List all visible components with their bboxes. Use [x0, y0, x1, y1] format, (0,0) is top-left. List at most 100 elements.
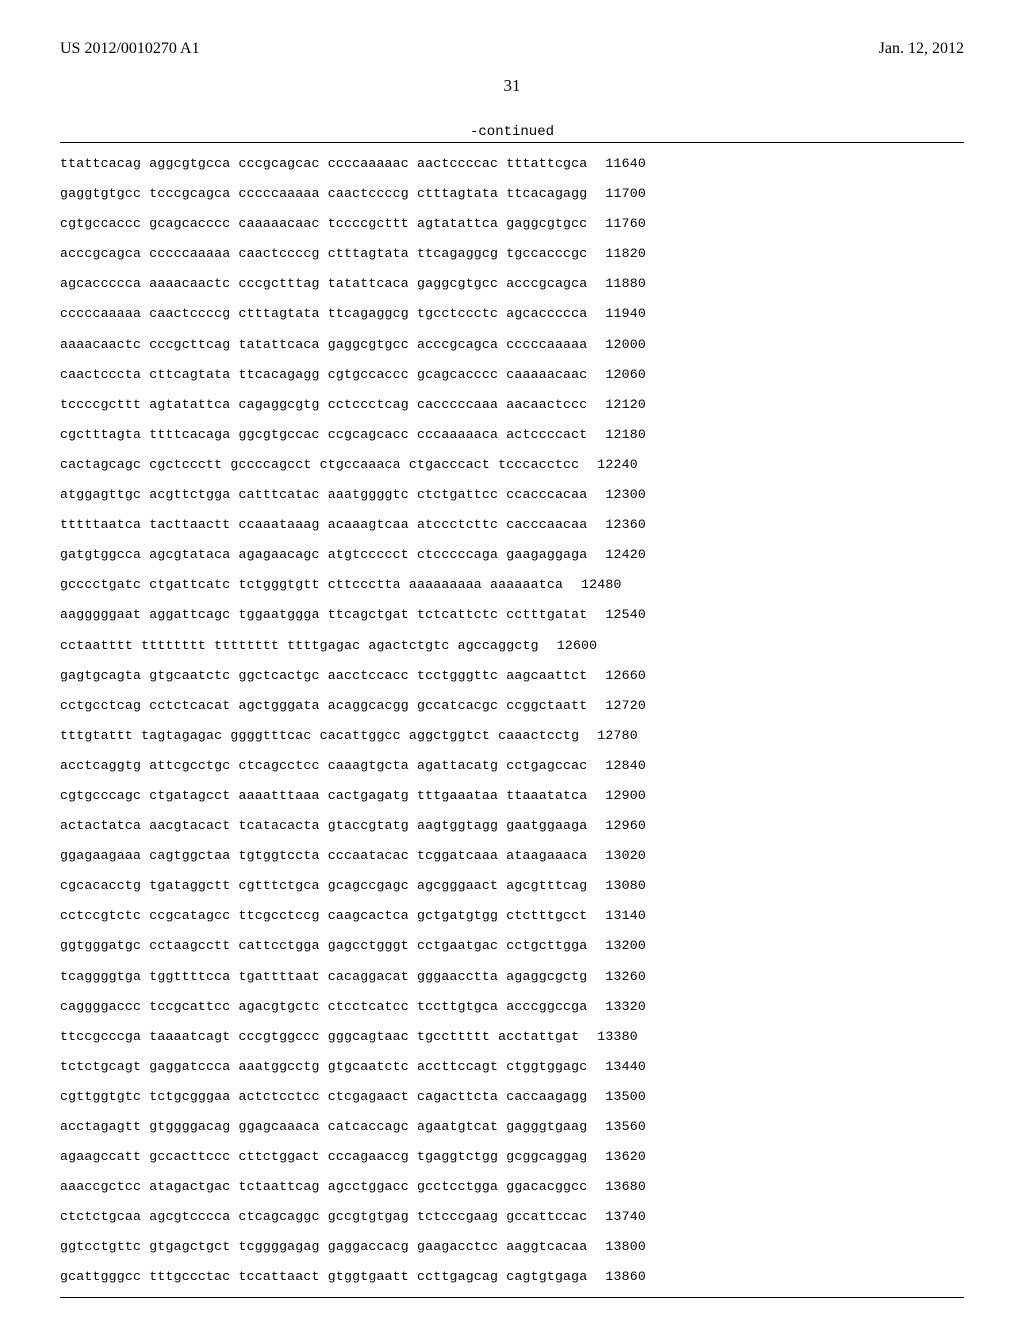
sequence-row: agcaccccca aaaacaactc cccgctttag tatattc… [60, 269, 964, 299]
sequence-row: agaagccatt gccacttccc cttctggact cccagaa… [60, 1142, 964, 1172]
sequence-row: cgttggtgtc tctgcgggaa actctcctcc ctcgaga… [60, 1082, 964, 1112]
sequence-text: ggtgggatgc cctaagcctt cattcctgga gagcctg… [60, 931, 587, 961]
sequence-position: 13500 [605, 1082, 646, 1112]
sequence-listing: ttattcacag aggcgtgcca cccgcagcac ccccaaa… [60, 149, 964, 1293]
sequence-text: aagggggaat aggattcagc tggaatggga ttcagct… [60, 600, 587, 630]
sequence-text: cactagcagc cgctccctt gccccagcct ctgccaaa… [60, 450, 579, 480]
sequence-row: aaaccgctcc atagactgac tctaattcag agcctgg… [60, 1172, 964, 1202]
sequence-position: 12300 [605, 480, 646, 510]
sequence-row: cgtgcccagc ctgatagcct aaaatttaaa cactgag… [60, 781, 964, 811]
sequence-row: cgctttagta ttttcacaga ggcgtgccac ccgcagc… [60, 420, 964, 450]
sequence-text: ggtcctgttc gtgagctgct tcggggagag gaggacc… [60, 1232, 587, 1262]
sequence-row: caactcccta cttcagtata ttcacagagg cgtgcca… [60, 360, 964, 390]
sequence-text: acccgcagca cccccaaaaa caactccccg ctttagt… [60, 239, 587, 269]
sequence-text: tttttaatca tacttaactt ccaaataaag acaaagt… [60, 510, 587, 540]
sequence-row: gagtgcagta gtgcaatctc ggctcactgc aacctcc… [60, 661, 964, 691]
sequence-position: 13860 [605, 1262, 646, 1292]
sequence-row: actactatca aacgtacact tcatacacta gtaccgt… [60, 811, 964, 841]
sequence-position: 11880 [605, 269, 646, 299]
sequence-row: cgcacacctg tgataggctt cgtttctgca gcagccg… [60, 871, 964, 901]
rule-top [60, 142, 964, 143]
sequence-row: cctaatttt tttttttt tttttttt ttttgagac ag… [60, 631, 964, 661]
sequence-text: aaaccgctcc atagactgac tctaattcag agcctgg… [60, 1172, 587, 1202]
sequence-row: aagggggaat aggattcagc tggaatggga ttcagct… [60, 600, 964, 630]
sequence-row: tctctgcagt gaggatccca aaatggcctg gtgcaat… [60, 1052, 964, 1082]
sequence-text: atggagttgc acgttctgga catttcatac aaatggg… [60, 480, 587, 510]
sequence-position: 13320 [605, 992, 646, 1022]
sequence-text: actactatca aacgtacact tcatacacta gtaccgt… [60, 811, 587, 841]
sequence-row: gatgtggcca agcgtataca agagaacagc atgtccc… [60, 540, 964, 570]
sequence-row: gcccctgatc ctgattcatc tctgggtgtt cttccct… [60, 570, 964, 600]
sequence-text: cgtgccaccc gcagcacccc caaaaacaac tccccgc… [60, 209, 587, 239]
sequence-row: ggtgggatgc cctaagcctt cattcctgga gagcctg… [60, 931, 964, 961]
sequence-row: ggagaagaaa cagtggctaa tgtggtccta cccaata… [60, 841, 964, 871]
sequence-position: 12660 [605, 661, 646, 691]
sequence-position: 13440 [605, 1052, 646, 1082]
sequence-text: ttccgcccga taaaatcagt cccgtggccc gggcagt… [60, 1022, 579, 1052]
sequence-row: acctcaggtg attcgcctgc ctcagcctcc caaagtg… [60, 751, 964, 781]
sequence-row: caggggaccc tccgcattcc agacgtgctc ctcctca… [60, 992, 964, 1022]
sequence-position: 11700 [605, 179, 646, 209]
sequence-text: aaaacaactc cccgcttcag tatattcaca gaggcgt… [60, 330, 587, 360]
sequence-position: 13680 [605, 1172, 646, 1202]
sequence-text: cctaatttt tttttttt tttttttt ttttgagac ag… [60, 631, 539, 661]
sequence-row: cccccaaaaa caactccccg ctttagtata ttcagag… [60, 299, 964, 329]
sequence-text: tccccgcttt agtatattca cagaggcgtg cctccct… [60, 390, 587, 420]
sequence-row: tttgtattt tagtagagac ggggtttcac cacattgg… [60, 721, 964, 751]
sequence-row: acccgcagca cccccaaaaa caactccccg ctttagt… [60, 239, 964, 269]
sequence-position: 11760 [605, 209, 646, 239]
sequence-row: cactagcagc cgctccctt gccccagcct ctgccaaa… [60, 450, 964, 480]
sequence-text: agcaccccca aaaacaactc cccgctttag tatattc… [60, 269, 587, 299]
page-number: 31 [60, 76, 964, 96]
sequence-row: acctagagtt gtggggacag ggagcaaaca catcacc… [60, 1112, 964, 1142]
sequence-position: 13260 [605, 962, 646, 992]
sequence-position: 12480 [581, 570, 622, 600]
sequence-position: 12060 [605, 360, 646, 390]
sequence-position: 11640 [605, 149, 646, 179]
sequence-text: acctcaggtg attcgcctgc ctcagcctcc caaagtg… [60, 751, 587, 781]
sequence-position: 12420 [605, 540, 646, 570]
sequence-position: 11940 [605, 299, 646, 329]
sequence-row: gaggtgtgcc tcccgcagca cccccaaaaa caactcc… [60, 179, 964, 209]
sequence-position: 12840 [605, 751, 646, 781]
sequence-text: gcattgggcc tttgccctac tccattaact gtggtga… [60, 1262, 587, 1292]
publication-number: US 2012/0010270 A1 [60, 40, 200, 58]
sequence-text: cgtgcccagc ctgatagcct aaaatttaaa cactgag… [60, 781, 587, 811]
sequence-position: 12900 [605, 781, 646, 811]
sequence-text: tcaggggtga tggttttcca tgattttaat cacagga… [60, 962, 587, 992]
sequence-row: tcaggggtga tggttttcca tgattttaat cacagga… [60, 962, 964, 992]
sequence-text: gaggtgtgcc tcccgcagca cccccaaaaa caactcc… [60, 179, 587, 209]
sequence-position: 12960 [605, 811, 646, 841]
sequence-text: cctgcctcag cctctcacat agctgggata acaggca… [60, 691, 587, 721]
sequence-position: 12720 [605, 691, 646, 721]
sequence-position: 12240 [597, 450, 638, 480]
sequence-position: 13020 [605, 841, 646, 871]
sequence-row: tccccgcttt agtatattca cagaggcgtg cctccct… [60, 390, 964, 420]
sequence-row: cctgcctcag cctctcacat agctgggata acaggca… [60, 691, 964, 721]
sequence-row: ttccgcccga taaaatcagt cccgtggccc gggcagt… [60, 1022, 964, 1052]
sequence-text: cctccgtctc ccgcatagcc ttcgcctccg caagcac… [60, 901, 587, 931]
sequence-text: tttgtattt tagtagagac ggggtttcac cacattgg… [60, 721, 579, 751]
sequence-position: 12540 [605, 600, 646, 630]
sequence-row: ttattcacag aggcgtgcca cccgcagcac ccccaaa… [60, 149, 964, 179]
sequence-row: ggtcctgttc gtgagctgct tcggggagag gaggacc… [60, 1232, 964, 1262]
sequence-text: agaagccatt gccacttccc cttctggact cccagaa… [60, 1142, 587, 1172]
sequence-text: ggagaagaaa cagtggctaa tgtggtccta cccaata… [60, 841, 587, 871]
sequence-position: 13140 [605, 901, 646, 931]
sequence-text: caactcccta cttcagtata ttcacagagg cgtgcca… [60, 360, 587, 390]
sequence-text: caggggaccc tccgcattcc agacgtgctc ctcctca… [60, 992, 587, 1022]
sequence-position: 11820 [605, 239, 646, 269]
sequence-text: cgctttagta ttttcacaga ggcgtgccac ccgcagc… [60, 420, 587, 450]
sequence-position: 12600 [557, 631, 598, 661]
sequence-row: ctctctgcaa agcgtcccca ctcagcaggc gccgtgt… [60, 1202, 964, 1232]
publication-date: Jan. 12, 2012 [879, 40, 964, 58]
sequence-text: tctctgcagt gaggatccca aaatggcctg gtgcaat… [60, 1052, 587, 1082]
sequence-row: cgtgccaccc gcagcacccc caaaaacaac tccccgc… [60, 209, 964, 239]
sequence-position: 12360 [605, 510, 646, 540]
sequence-text: ctctctgcaa agcgtcccca ctcagcaggc gccgtgt… [60, 1202, 587, 1232]
sequence-position: 12180 [605, 420, 646, 450]
sequence-text: acctagagtt gtggggacag ggagcaaaca catcacc… [60, 1112, 587, 1142]
sequence-text: gatgtggcca agcgtataca agagaacagc atgtccc… [60, 540, 587, 570]
sequence-row: aaaacaactc cccgcttcag tatattcaca gaggcgt… [60, 330, 964, 360]
sequence-row: atggagttgc acgttctgga catttcatac aaatggg… [60, 480, 964, 510]
